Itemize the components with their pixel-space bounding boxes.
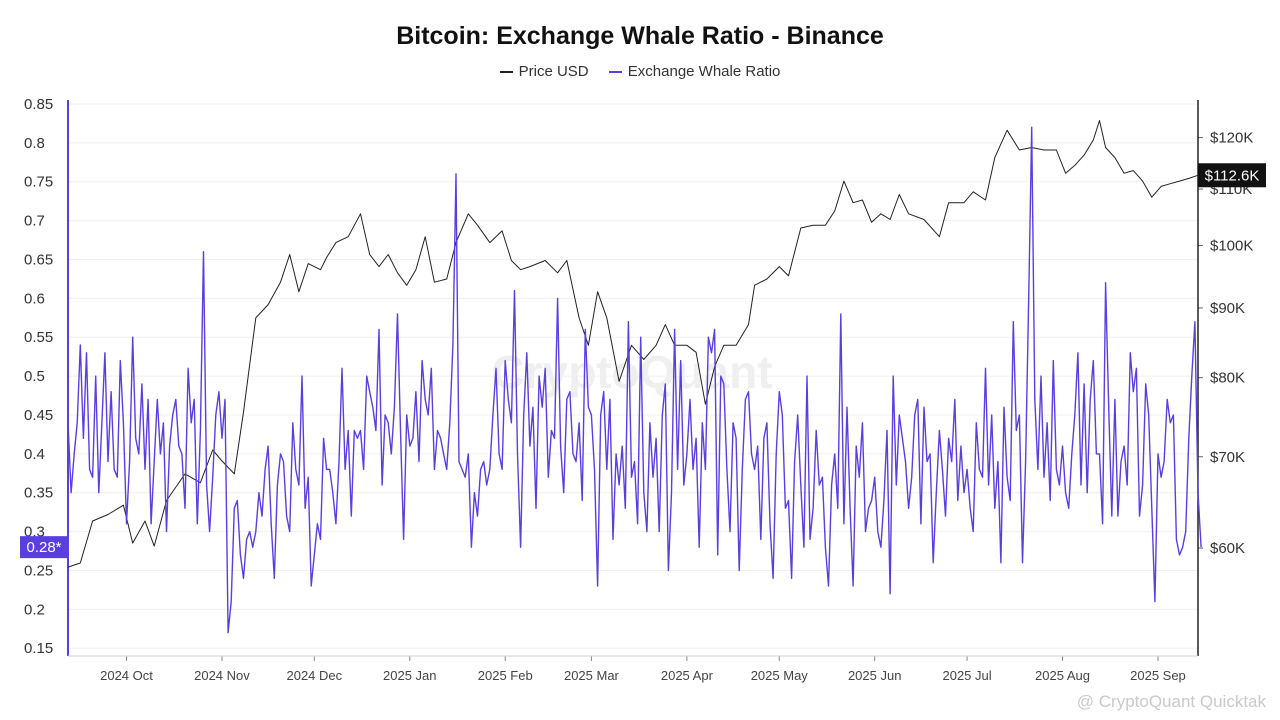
x-tick-label: 2025 Mar	[564, 668, 620, 683]
x-tick-label: 2025 Sep	[1130, 668, 1186, 683]
legend-swatch-ratio	[608, 71, 622, 74]
grid-lines	[68, 103, 1198, 649]
ratio-line	[67, 126, 1202, 634]
price-value-tag	[1198, 163, 1266, 188]
x-axis: 2024 Oct 2024 Nov 2024 Dec 2025 Jan 2025 Feb…	[68, 655, 1198, 683]
price-value-tag-label: $112.6K	[1205, 167, 1260, 184]
legend: Price USD Exchange Whale Ratio	[0, 63, 1280, 80]
ratio-series	[67, 126, 1202, 634]
legend-label-price: Price USD	[518, 63, 589, 80]
left-axis: 0.85 0.8 0.75 0.7 0.65 0.6 0.55 0.5 0.45 0.4 0.35 0…	[24, 96, 69, 657]
y-left-tick-label: 0.65	[24, 251, 53, 268]
legend-item-price[interactable]: Price USD	[499, 63, 589, 80]
y-left-tick-label: 0.15	[24, 640, 53, 657]
x-tick-label: 2025 Apr	[661, 668, 714, 683]
ratio-value-tag	[20, 536, 68, 559]
y-left-tick-label: 0.25	[24, 562, 53, 579]
y-left-tick-label: 0.8	[24, 135, 45, 152]
y-right-tick-label: $70K	[1210, 449, 1245, 466]
y-right-tick-label: $90K	[1210, 300, 1245, 317]
y-left-tick-label: 0.7	[24, 213, 45, 230]
y-left-tick-label: 0.35	[24, 485, 53, 502]
y-left-tick-label: 0.85	[24, 96, 53, 113]
y-left-tick-label: 0.2	[24, 601, 45, 618]
y-left-tick-label: 0.75	[24, 174, 53, 191]
x-tick-label: 2024 Dec	[286, 668, 342, 683]
x-tick-label: 2024 Nov	[194, 668, 250, 683]
x-tick-label: 2025 Jan	[383, 668, 437, 683]
y-left-tick-label: 0.45	[24, 407, 53, 424]
price-line	[67, 120, 1199, 568]
brand-watermark: @ CryptoQuant Quicktak	[1076, 692, 1266, 711]
y-right-tick-label: $120K	[1210, 130, 1253, 147]
x-tick-label: 2025 May	[751, 668, 809, 683]
x-tick-label: 2024 Oct	[100, 668, 153, 683]
y-left-tick-label: 0.4	[24, 446, 45, 463]
legend-label-ratio: Exchange Whale Ratio	[627, 63, 781, 80]
legend-swatch-price	[499, 71, 513, 74]
x-tick-label: 2025 Feb	[478, 668, 533, 683]
legend-item-ratio[interactable]: Exchange Whale Ratio	[608, 63, 781, 80]
y-right-tick-label: $80K	[1210, 370, 1245, 387]
x-tick-label: 2025 Jun	[848, 668, 902, 683]
y-right-tick-label: $100K	[1210, 238, 1253, 255]
price-series	[67, 120, 1199, 568]
x-tick-label: 2025 Aug	[1035, 668, 1090, 683]
x-tick-label: 2025 Jul	[942, 668, 991, 683]
value-tags: 0.28* $112.6K	[20, 163, 1266, 559]
y-left-tick-label: 0.5	[24, 368, 45, 385]
y-right-tick-label: $60K	[1210, 540, 1245, 557]
chart-title: Bitcoin: Exchange Whale Ratio - Binance	[396, 22, 884, 50]
watermark: CryptoQuant	[491, 346, 772, 398]
y-left-tick-label: 0.55	[24, 329, 53, 346]
y-left-tick-label: 0.6	[24, 290, 45, 307]
ratio-value-tag-label: 0.28*	[26, 539, 61, 556]
